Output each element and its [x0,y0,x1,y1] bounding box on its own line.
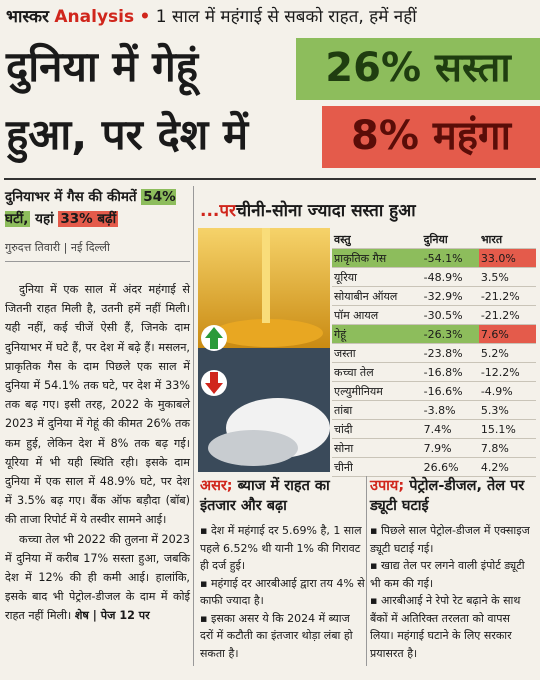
title-text: चीनी-सोना ज्यादा सस्ता हुआ [235,201,416,221]
column-header: भारत [478,230,536,249]
paragraph-text: कच्चा तेल भी 2022 की तुलना में 2023 में … [5,532,190,623]
table-cell: सोयाबीन ऑयल [332,286,422,306]
table-cell: -54.1% [421,248,479,268]
table-row: सोयाबीन ऑयल -32.9% -21.2% [332,286,536,306]
table-cell: 5.2% [478,343,536,363]
table-cell: -3.8% [421,400,479,420]
column-header: वस्तु [332,230,422,249]
box-lead: असर; [200,478,233,494]
table-cell: -26.3% [421,324,479,344]
table-cell: -23.8% [421,343,479,363]
table-cell: -12.2% [478,362,536,382]
table-cell: -16.6% [421,381,479,401]
table-row: चांदी 7.4% 15.1% [332,419,536,439]
table-cell: पॉम आयल [332,305,422,325]
photo [198,228,330,472]
headline-line: दुनिया में गेहूं [6,42,199,91]
table-row: गेहूं -26.3% 7.6% [332,324,536,344]
table-row: सोना 7.9% 7.8% [332,438,536,458]
box-lead: उपाय; [370,478,405,494]
table-row: जस्ता -23.8% 5.2% [332,343,536,363]
table-header: वस्तु दुनिया भारत [332,230,536,249]
box-title-text: पेट्रोल-डीजल, तेल पर ड्यूटी घटाई [370,478,525,514]
info-box: उपाय; पेट्रोल-डीजल, तेल पर ड्यूटी घटाई पि… [370,476,536,662]
table-cell: प्राकृतिक गैस [332,248,422,268]
table-cell: 5.3% [478,400,536,420]
table-cell: -48.9% [421,267,479,287]
headline-highlight: 26% सस्ता [296,38,540,100]
subhead: दुनियाभर में गैस की कीमतें 54% घटीं, यहा… [5,186,190,230]
bullet: आरबीआई ने रेपो रेट बढ़ाने के साथ बैंकों … [370,592,536,662]
table-cell: गेहूं [332,324,422,344]
bullet: इसका असर ये कि 2024 में ब्याज दरों में क… [200,610,366,663]
byline: गुरुदत्त तिवारी | नई दिल्ली [5,240,190,262]
table-cell: -16.8% [421,362,479,382]
table-cell: तांबा [332,400,422,420]
table-cell: -32.9% [421,286,479,306]
divider [193,186,194,666]
box-title-text: ब्याज में राहत का इंतजार और बढ़ा [200,478,330,514]
box-title: उपाय; पेट्रोल-डीजल, तेल पर ड्यूटी घटाई [370,476,536,516]
table-cell: 15.1% [478,419,536,439]
price-table: वस्तु दुनिया भारत प्राकृतिक गैस -54.1% 33.0% य… [332,230,536,477]
table-cell: -21.2% [478,305,536,325]
table-cell: जस्ता [332,343,422,363]
bullet: देश में महंगाई दर 5.69% है, 1 साल पहले 6… [200,522,366,575]
info-box: असर; ब्याज में राहत का इंतजार और बढ़ा देश… [200,476,366,662]
table-cell: कच्चा तेल [332,362,422,382]
subhead-india: 33% बढ़ीं [58,211,119,227]
brand: भास्कर [6,7,49,27]
table-row: पॉम आयल -30.5% -21.2% [332,305,536,325]
table-cell: 7.4% [421,419,479,439]
table-cell: यूरिया [332,267,422,287]
subhead-mid: यहां [35,211,54,227]
table-cell: -21.2% [478,286,536,306]
title-lead: ...पर [200,201,236,221]
table-cell: 3.5% [478,267,536,287]
divider [366,476,367,666]
table-cell: -30.5% [421,305,479,325]
bullet-list: पिछले साल पेट्रोल-डीजल में एक्साइज ड्यूट… [370,522,536,662]
table-cell: 26.6% [421,457,479,477]
table-row: यूरिया -48.9% 3.5% [332,267,536,287]
continued: शेष | पेज 12 पर [74,609,150,623]
table-row: चीनी 26.6% 4.2% [332,457,536,477]
bullet: पिछले साल पेट्रोल-डीजल में एक्साइज ड्यूट… [370,522,536,557]
place: नई दिल्ली [70,241,110,254]
bullet-list: देश में महंगाई दर 5.69% है, 1 साल पहले 6… [200,522,366,662]
box-title: असर; ब्याज में राहत का इंतजार और बढ़ा [200,476,366,516]
table-cell: सोना [332,438,422,458]
table-cell: एल्युमीनियम [332,381,422,401]
table-cell: 7.8% [478,438,536,458]
paragraph: दुनिया में एक साल में अंदर महंगाई से जित… [5,283,190,527]
section: Analysis [54,7,135,27]
column-header: दुनिया [421,230,479,249]
header: भास्कर Analysis • 1 साल में महंगाई से सब… [6,7,417,27]
table-cell: 7.9% [421,438,479,458]
table-cell: चांदी [332,419,422,439]
table-cell: 7.6% [478,324,536,344]
headline-highlight: 8% महंगा [322,106,540,168]
subhead-text: दुनियाभर में गैस की कीमतें [5,189,137,205]
table-cell: 4.2% [478,457,536,477]
table-cell: 33.0% [478,248,536,268]
table-row: एल्युमीनियम -16.6% -4.9% [332,381,536,401]
headline-line: हुआ, पर देश में [6,110,249,159]
table-row: कच्चा तेल -16.8% -12.2% [332,362,536,382]
table-row: तांबा -3.8% 5.3% [332,400,536,420]
table-cell: चीनी [332,457,422,477]
bullet: खाद्य तेल पर लगने वाली इंपोर्ट ड्यूटी भी… [370,557,536,592]
table-cell: -4.9% [478,381,536,401]
bullet: महंगाई दर आरबीआई द्वारा तय 4% से काफी ज्… [200,575,366,610]
body: दुनिया में एक साल में अंदर महंगाई से जित… [5,280,190,626]
table-row: प्राकृतिक गैस -54.1% 33.0% [332,248,536,268]
author: गुरुदत्त तिवारी [5,241,61,254]
rule [4,178,536,180]
table-title: ...परचीनी-सोना ज्यादा सस्ता हुआ [200,198,416,221]
paragraph: कच्चा तेल भी 2022 की तुलना में 2023 में … [5,530,190,626]
tagline: 1 साल में महंगाई से सबको राहत, हमें नहीं [155,7,417,27]
